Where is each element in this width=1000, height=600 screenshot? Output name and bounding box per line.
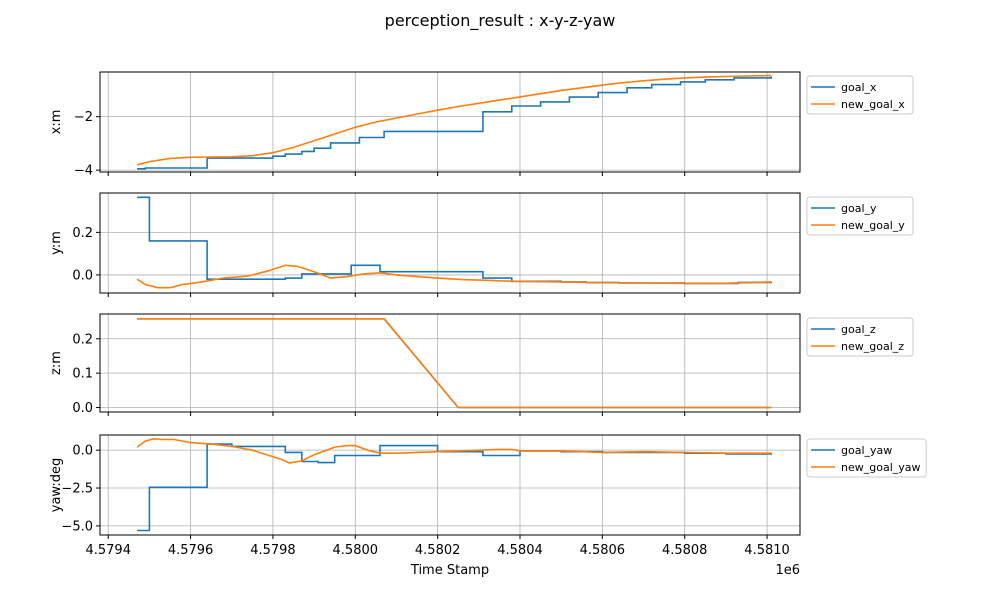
series-line-new_goal_yaw [136,437,772,464]
y-tick-label: −2.5 [61,482,93,497]
y-tick-label: 0.0 [72,268,93,283]
x-tick-label: 4.5804 [497,543,543,558]
x-axis-label: Time Stamp [410,563,489,578]
y-tick-label: −4 [74,164,93,179]
series-line-new_goal_x [136,74,772,166]
legend-label: goal_x [841,81,877,94]
legend-label: goal_yaw [841,444,892,457]
y-tick-label: −5.0 [61,519,93,534]
subplots: −4 −2 x:m goal_x new_goal_x 0.0 0.2 y:m goal_yne… [49,71,927,558]
x-axis-offset-label: 1e6 [775,563,800,578]
y-axis-label: z:m [49,351,64,375]
legend-label: new_goal_z [841,340,904,353]
series-line-new_goal_z [137,318,772,409]
legend-label: goal_y [841,202,877,215]
axes-frame [99,71,801,173]
x-tick-label: 4.5796 [168,543,214,558]
y-tick-label: 0.0 [72,401,93,416]
x-tick-label: 4.5808 [662,543,708,558]
legend-label: goal_z [841,323,876,336]
y-tick-label: 0.0 [72,444,93,459]
legend-label: new_goal_yaw [841,461,921,474]
axes-frame [99,313,801,413]
axes-frame [99,192,801,294]
x-tick-label: 4.5794 [85,543,131,558]
x-tick-label: 4.5800 [333,543,379,558]
y-tick-label: 0.2 [72,226,93,241]
y-axis-label: x:m [49,110,64,135]
subplot-2: 0.0 0.2 y:m goal_y new_goal_y [49,192,914,297]
x-tick-label: 4.5798 [250,543,296,558]
x-tick-label: 4.5806 [580,543,626,558]
y-tick-label: 0.2 [72,332,93,347]
y-tick-label: −2 [74,110,93,125]
legend-label: new_goal_x [841,98,905,111]
series-line-new_goal_y [136,264,772,289]
subplot-4: 4.5794 4.5796 4.5798 4.5800 4.5802 4.5804 4.58… [49,434,927,558]
figure-title: perception_result : x-y-z-yaw [385,11,616,31]
legend: goal_z new_goal_z [806,317,914,357]
y-axis-label: yaw:deg [49,458,64,512]
axes-frame [99,434,801,536]
x-tick-label: 4.5802 [415,543,461,558]
legend-box [806,438,927,478]
subplot-1: −4 −2 x:m goal_x new_goal_x [49,71,914,179]
y-tick-label: 0.1 [72,367,93,382]
subplot-3: 0.0 0.1 0.2 z:m goal_z new_goal_z [49,313,914,416]
series-line-goal_x [137,76,772,170]
y-axis-label: y:m [49,231,64,255]
legend-label: new_goal_y [841,219,905,232]
legend: goal_yaw new_goal_yaw [806,438,927,478]
legend: goal_x new_goal_x [806,75,914,115]
x-tick-label: 4.5810 [744,543,790,558]
legend: goal_y new_goal_y [806,196,914,236]
